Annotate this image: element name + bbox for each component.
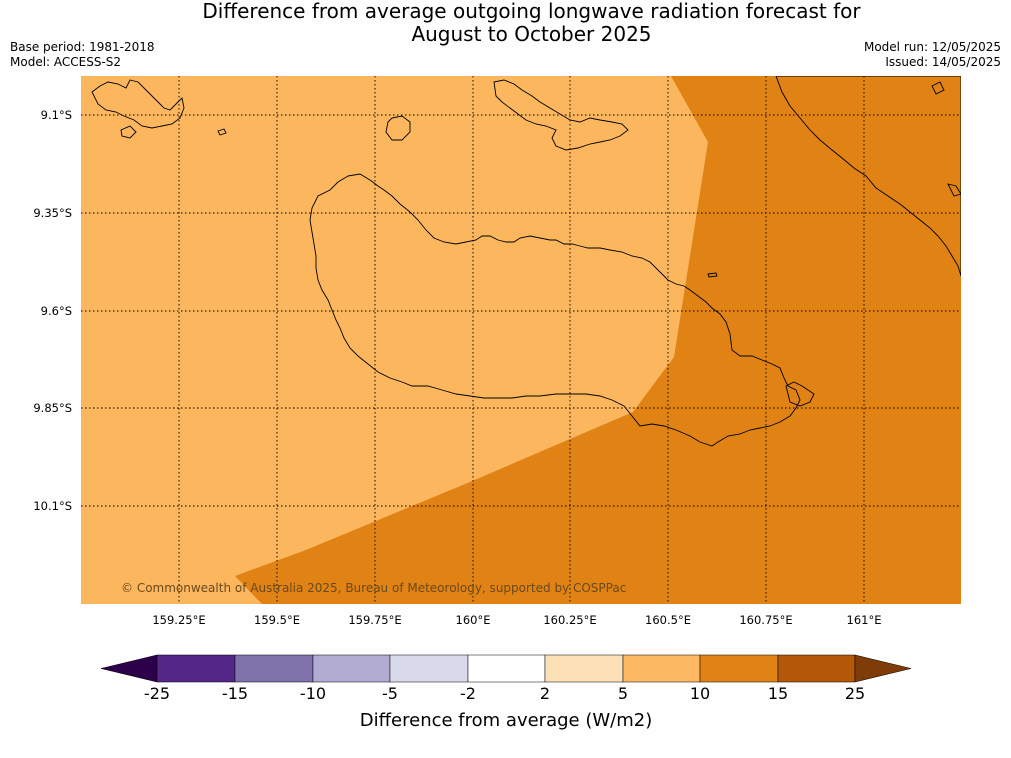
colorbar-swatch [777, 654, 856, 683]
lon-label: 161°E [847, 613, 882, 627]
lat-label: 9.1°S [41, 108, 72, 122]
colorbar-swatch [544, 654, 624, 683]
latitude-labels: 9.1°S 9.35°S 9.6°S 9.85°S 10.1°S [33, 108, 72, 513]
lon-label: 160°E [456, 613, 491, 627]
colorbar-swatch [312, 654, 391, 683]
chart-title: Difference from average outgoing longwav… [0, 0, 1011, 46]
colorbar-title: Difference from average (W/m2) [360, 710, 652, 731]
coastline-islet [707, 272, 718, 278]
colorbar-labels: -25 -15 -10 -5 -2 2 5 10 15 25 [144, 684, 865, 703]
lat-label: 10.1°S [33, 499, 72, 513]
lon-label: 160.5°E [645, 613, 691, 627]
colorbar-swatch [622, 654, 701, 683]
coastline-islet-4 [931, 81, 945, 95]
title-line-1: Difference from average outgoing longwav… [202, 0, 861, 23]
colorbar-label: -2 [460, 684, 476, 703]
copyright-text: © Commonwealth of Australia 2025, Bureau… [121, 581, 626, 595]
lon-label: 160.25°E [543, 613, 596, 627]
title-line-2: August to October 2025 [411, 22, 652, 46]
forecast-fill-dark [235, 76, 961, 604]
coastline-nggela [493, 79, 629, 151]
coastline-islet-3 [217, 128, 227, 136]
colorbar-extend-low [100, 654, 158, 683]
colorbar-label: -5 [382, 684, 398, 703]
longitude-labels: 159.25°E 159.5°E 159.75°E 160°E 160.25°E… [152, 613, 881, 627]
colorbar-swatch [389, 654, 469, 683]
colorbar-label: 5 [618, 684, 628, 703]
colorbar-swatch [699, 654, 779, 683]
colorbar-swatch [234, 654, 314, 683]
base-period: Base period: 1981-2018 [10, 40, 155, 54]
model-run: Model run: 12/05/2025 [863, 40, 1001, 54]
lon-label: 159.5°E [254, 613, 300, 627]
issued-date: Issued: 14/05/2025 [885, 55, 1001, 69]
coastline-savo [385, 115, 411, 141]
lat-label: 9.35°S [33, 206, 72, 220]
coastline-islet-2 [120, 125, 137, 139]
colorbar [100, 654, 912, 683]
meta-right: Model run: 12/05/2025 Issued: 14/05/2025 [864, 40, 1001, 70]
lat-label: 9.6°S [41, 304, 72, 318]
map-panel: © Commonwealth of Australia 2025, Bureau… [81, 76, 961, 604]
meta-left: Base period: 1981-2018 Model: ACCESS-S2 [10, 40, 155, 70]
lon-label: 160.75°E [739, 613, 792, 627]
colorbar-label: 10 [690, 684, 710, 703]
coastline-islet-5 [947, 183, 961, 197]
colorbar-extend-high [854, 654, 912, 683]
coastline-marau [785, 381, 815, 407]
lat-label: 9.85°S [33, 401, 72, 415]
coastline-malaita [775, 76, 961, 277]
gridlines [81, 76, 961, 604]
colorbar-label: 2 [540, 684, 550, 703]
colorbar-label: -25 [144, 684, 170, 703]
coastline-guadalcanal [309, 173, 801, 447]
lon-label: 159.75°E [348, 613, 401, 627]
lon-label: 159.25°E [152, 613, 205, 627]
model-name: Model: ACCESS-S2 [10, 55, 122, 69]
colorbar-label: 15 [768, 684, 788, 703]
colorbar-label: 25 [845, 684, 865, 703]
colorbar-swatch [467, 654, 546, 683]
colorbar-swatch [156, 654, 236, 683]
colorbar-label: -10 [300, 684, 326, 703]
colorbar-label: -15 [222, 684, 248, 703]
